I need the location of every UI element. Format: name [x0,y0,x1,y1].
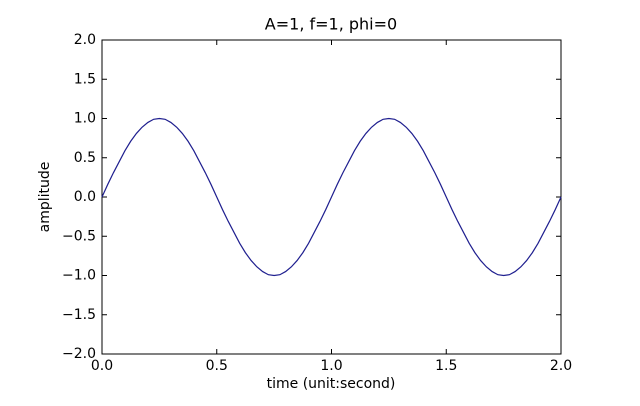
y-tick-label: 0.5 [74,150,96,166]
y-tick-label: 1.0 [74,111,96,127]
y-tick-label: −1.0 [62,268,96,284]
x-tick-label: 1.5 [435,358,457,374]
y-tick-label: −2.0 [62,346,96,362]
y-tick-label: 1.5 [74,71,96,87]
y-tick-label: 0.0 [74,189,96,205]
line-series [101,117,562,277]
y-tick-label: 2.0 [74,32,96,48]
x-tick-label: 2.0 [550,358,572,374]
y-axis-label: amplitude [37,162,53,233]
x-tick-label: 0.0 [91,358,113,374]
x-axis-label: time (unit:second) [267,376,396,392]
y-tick-label: −1.5 [62,307,96,323]
x-tick-label: 0.5 [206,358,228,374]
chart-title: A=1, f=1, phi=0 [265,15,397,34]
x-tick-label: 1.0 [320,358,342,374]
y-tick-label: −0.5 [62,228,96,244]
